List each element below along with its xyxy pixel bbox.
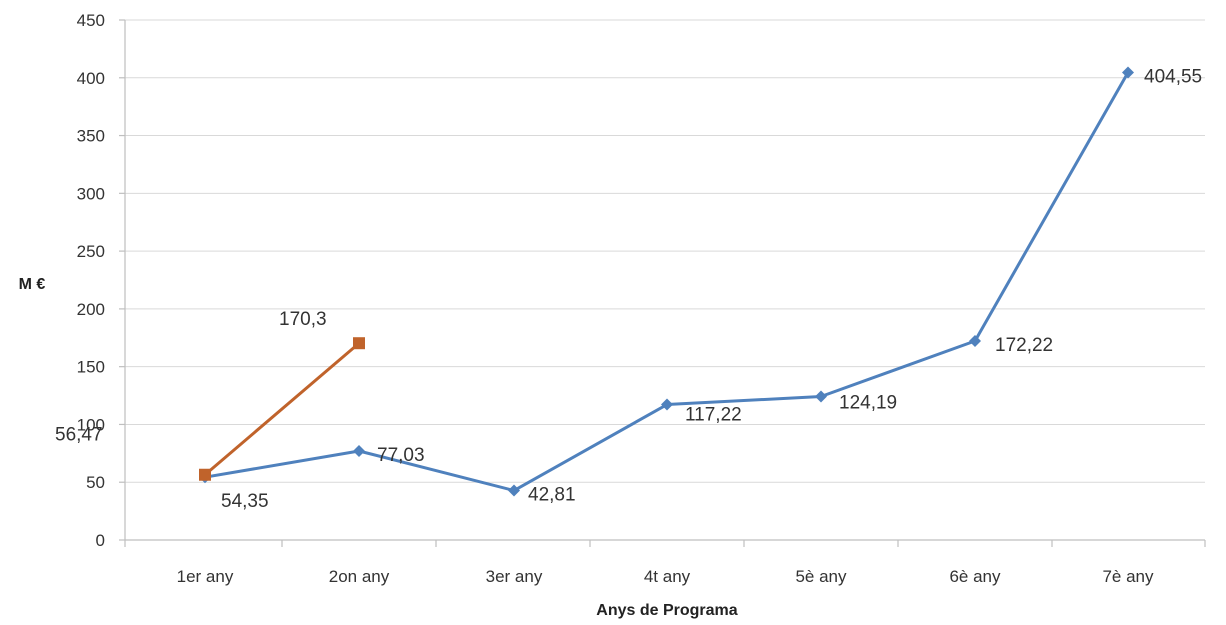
y-axis-title: M € <box>19 276 46 293</box>
y-tick-label: 300 <box>77 184 105 203</box>
axes: 0 50 100 150 200 250 300 350 400 450 1er any 2on an… <box>77 11 1206 586</box>
data-label: 56,47 <box>55 425 103 446</box>
y-tick-label: 100 <box>77 415 105 434</box>
x-axis-title: Anys de Programa <box>596 602 737 619</box>
data-label: 404,55 <box>1144 67 1202 88</box>
x-tick-label: 6è any <box>949 567 1001 586</box>
y-tick-label: 50 <box>86 473 105 492</box>
y-tick-label: 150 <box>77 358 105 377</box>
data-label: 124,19 <box>839 392 897 413</box>
series-lines <box>199 66 1134 497</box>
y-tick-label: 450 <box>77 11 105 30</box>
x-tick-label: 1er any <box>177 567 234 586</box>
y-tick-label: 400 <box>77 69 105 88</box>
y-tick-label: 250 <box>77 242 105 261</box>
series-line-2 <box>203 341 361 477</box>
series-1-point <box>661 398 673 411</box>
x-tick-label: 3er any <box>486 567 543 586</box>
x-tick-label: 5è any <box>795 567 847 586</box>
series-1-point <box>815 390 827 403</box>
series-1-point <box>1122 66 1134 79</box>
data-label: 117,22 <box>685 405 742 426</box>
data-label: 54,35 <box>221 491 269 512</box>
x-tick-label: 7è any <box>1102 567 1154 586</box>
series-2-point <box>199 468 211 481</box>
data-label: 42,81 <box>528 485 576 506</box>
data-label: 172,22 <box>995 335 1053 356</box>
series-1-point <box>969 334 981 347</box>
y-tick-label: 350 <box>77 127 105 146</box>
y-tick-label: 200 <box>77 300 105 319</box>
x-tick-label: 4t any <box>644 567 691 586</box>
y-tick-label: 0 <box>96 531 105 550</box>
series-2-point <box>353 337 365 350</box>
data-label: 77,03 <box>377 445 425 466</box>
data-label: 170,3 <box>279 309 327 330</box>
series-1-point <box>508 484 520 497</box>
gridlines <box>125 19 1205 483</box>
x-tick-label: 2on any <box>329 567 390 586</box>
data-labels: 54,35 77,03 42,81 117,22 124,19 172,22 404,55 5… <box>55 67 1202 513</box>
series-1-point <box>353 444 365 457</box>
